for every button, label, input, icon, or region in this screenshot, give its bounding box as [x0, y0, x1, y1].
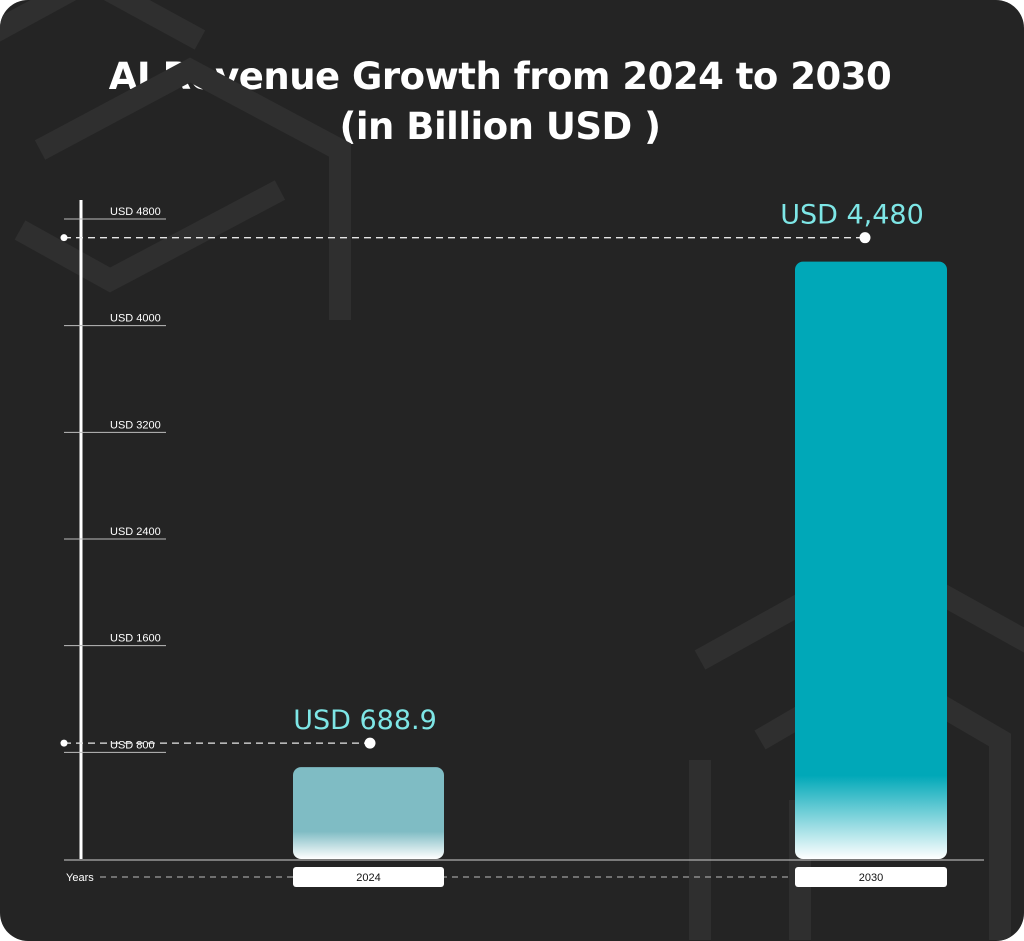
value-dot-2024 — [364, 737, 376, 749]
x-axis: Years 2024 2030 — [64, 859, 984, 887]
category-pill-2024 — [293, 867, 444, 887]
y-tick-label: USD 2400 — [110, 526, 161, 538]
y-tick-label: USD 800 — [110, 739, 155, 751]
category-label-2024: 2024 — [356, 872, 380, 884]
x-axis-label: Years — [66, 872, 94, 884]
category-pill-2030 — [795, 867, 947, 887]
y-tick-label: USD 4000 — [110, 313, 161, 325]
chart-title-line-2: (in Billion USD ) — [339, 105, 661, 148]
category-label-2030: 2030 — [859, 872, 883, 884]
value-dot-2030 — [859, 232, 871, 244]
y-tick-label: USD 3200 — [110, 419, 161, 431]
data-label-2024: USD 688.9 — [293, 705, 437, 736]
y-axis: USD 800 USD 1600 USD 2400 USD 3200 USD 4000 U… — [64, 200, 166, 859]
bar-2024 — [293, 767, 444, 859]
data-label-2030: USD 4,480 — [780, 200, 924, 231]
leader-start-dot — [60, 234, 68, 242]
bar-2030 — [795, 261, 947, 859]
y-tick-label: USD 1600 — [110, 633, 161, 645]
leader-start-dot — [60, 739, 68, 747]
y-tick-label: USD 4800 — [110, 206, 161, 218]
bars: USD 688.9 USD 4,480 — [60, 200, 947, 859]
